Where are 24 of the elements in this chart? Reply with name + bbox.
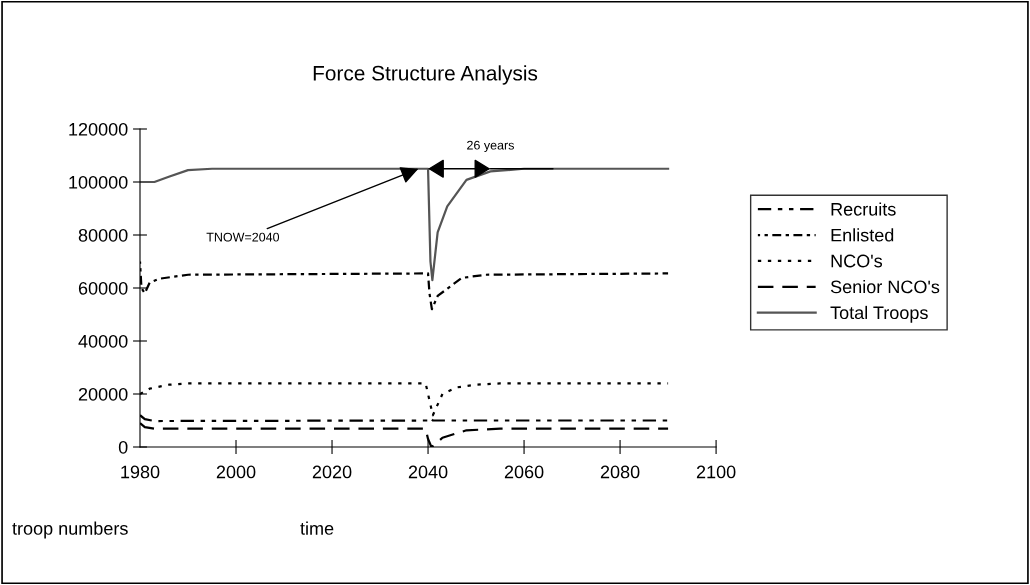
legend-label: Recruits: [831, 202, 896, 216]
y-tick-label: 100000: [69, 175, 128, 189]
legend-label: Total Troops: [830, 305, 928, 323]
x-tick-label: 2020: [312, 465, 352, 479]
chart-title: Force Structure Analysis: [313, 65, 538, 85]
x-tick-label: 2100: [696, 465, 736, 479]
x-tick-label: 2080: [600, 465, 640, 479]
x-tick-label: 2000: [216, 465, 256, 479]
y-tick-label: 120000: [69, 122, 128, 136]
y-tick-label: 40000: [78, 334, 128, 348]
legend-label: Senior NCO's: [830, 280, 940, 294]
legend-label: NCO's: [831, 254, 883, 268]
y-tick-label: 20000: [78, 387, 128, 401]
y-tick-label: 0: [118, 440, 128, 454]
x-axis-title: time: [300, 521, 334, 535]
annotation: TNOW=2040: [206, 232, 280, 242]
y-tick-label: 80000: [78, 228, 128, 242]
x-tick-label: 2040: [408, 465, 448, 479]
x-tick-label: 2060: [504, 465, 544, 479]
annotation: 26 years: [467, 140, 514, 153]
x-tick-label: 1980: [121, 465, 160, 479]
y-axis-title: troop numbers: [12, 521, 128, 539]
legend-label: Enlisted: [831, 228, 894, 242]
y-tick-label: 60000: [78, 281, 128, 295]
